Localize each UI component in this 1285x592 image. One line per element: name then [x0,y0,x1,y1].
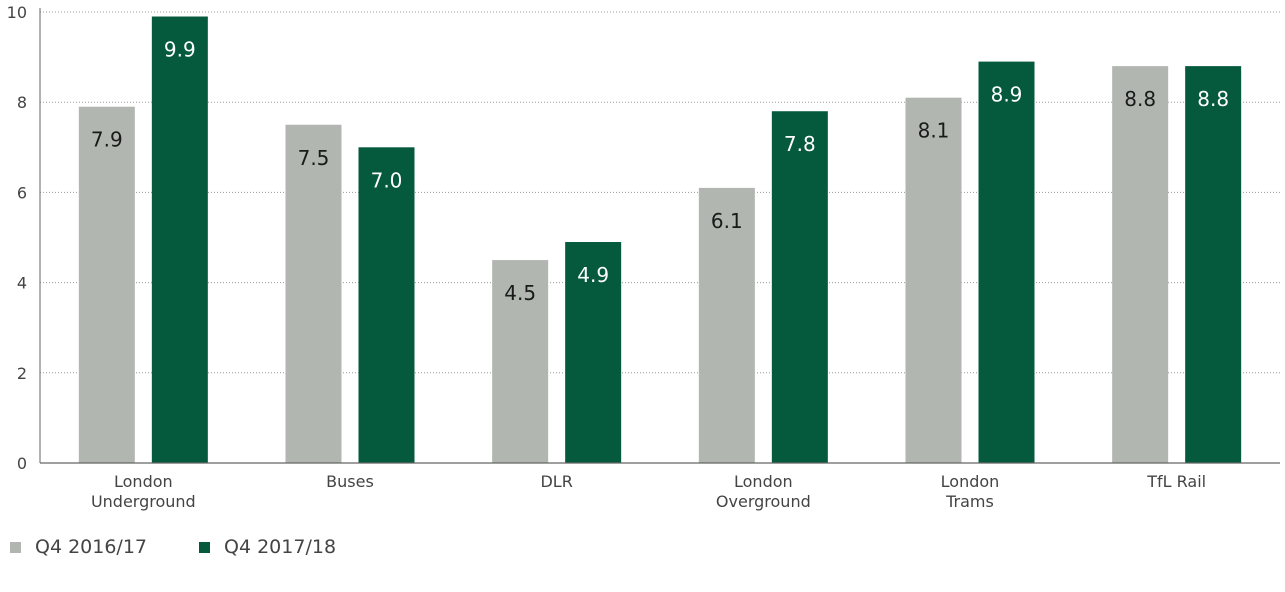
gridlines [40,11,1280,374]
x-tick-label: Buses [326,472,374,491]
legend-swatch-series-1 [10,541,21,553]
data-label-series-2: 9.9 [164,38,196,62]
data-label-series-2: 7.8 [784,132,816,156]
data-label-series-2: 7.0 [371,168,403,192]
y-tick-label: 8 [17,93,27,112]
x-tick-label: TfL Rail [1146,472,1206,491]
bar-series-1 [698,187,755,463]
bar-series-2 [978,61,1035,464]
bar-series-1 [78,106,135,464]
x-axis: London Underground Buses DLR London Overgroun… [40,462,1280,511]
data-label-series-1: 8.8 [1124,87,1156,111]
bar-series-2 [358,147,415,464]
bar-chart: 0 2 4 6 8 10 7.9 9.9 7.5 7.0 4.5 4.9 6.1 7.8 8.1 8.9 8.… [7,3,1280,511]
legend-label-series-1: Q4 2016/17 [35,536,148,558]
bar-series-1 [1112,66,1169,464]
data-label-series-1: 7.5 [298,146,330,170]
y-axis: 0 2 4 6 8 10 [7,3,41,473]
x-tick-label: London Underground [91,472,196,511]
x-tick-label: London Overground [716,472,811,511]
x-tick-label: DLR [540,472,572,491]
legend-item-series-1: Q4 2016/17 [10,536,147,558]
data-label-series-2: 8.9 [991,83,1023,107]
legend-item-series-2: Q4 2017/18 [199,536,336,558]
y-tick-label: 10 [7,3,27,22]
legend: Q4 2016/17 Q4 2017/18 [10,536,388,558]
bar-series-1 [905,97,962,463]
data-label-series-2: 4.9 [577,263,609,287]
bar-series-1 [285,124,342,463]
y-tick-label: 6 [17,183,27,202]
bar-series-2 [771,111,828,463]
y-tick-label: 4 [17,274,27,293]
bar-series-1 [492,260,549,463]
y-tick-label: 2 [17,364,27,383]
y-tick-label: 0 [17,454,27,473]
legend-label-series-2: Q4 2017/18 [224,536,337,558]
data-label-series-1: 6.1 [711,209,743,233]
bars: 7.9 9.9 7.5 7.0 4.5 4.9 6.1 7.8 8.1 8.9 8.8 8.8 [78,16,1242,464]
data-label-series-1: 4.5 [504,281,536,305]
x-tick-label: London Trams [941,472,1000,511]
data-label-series-2: 8.8 [1197,87,1229,111]
legend-swatch-series-2 [199,541,211,553]
bar-series-2 [151,16,208,463]
bar-series-2 [565,242,622,463]
data-label-series-1: 7.9 [91,128,123,152]
bar-series-2 [1185,66,1242,464]
data-label-series-1: 8.1 [918,119,950,143]
